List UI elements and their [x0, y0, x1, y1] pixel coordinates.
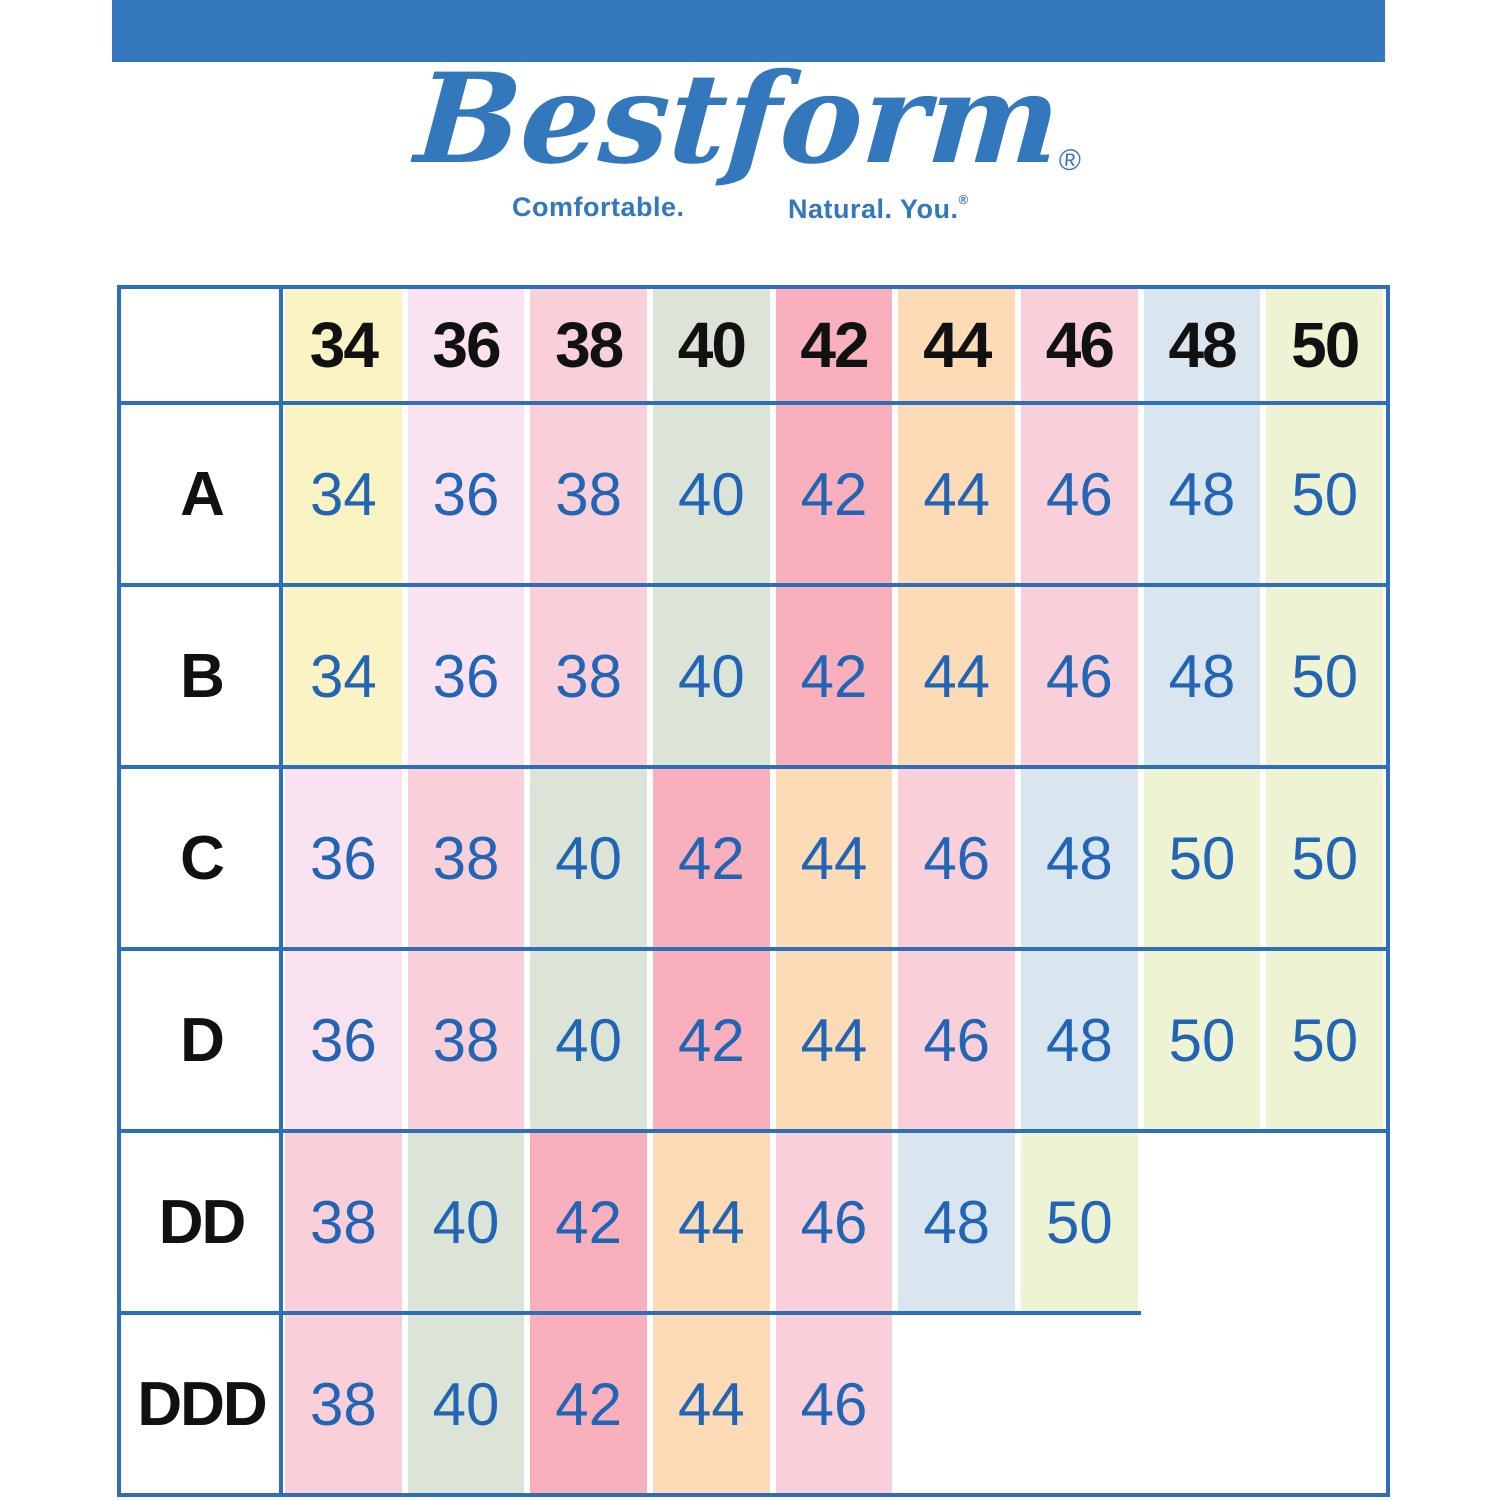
size-cell: 44	[772, 951, 896, 1129]
column-header-cell: 42	[772, 289, 896, 401]
table-row-c: C 36 38 40 42 44 46 48 50 50	[121, 769, 1387, 947]
size-cell: 50	[1140, 951, 1264, 1129]
size-cell: 48	[1140, 405, 1264, 583]
row-divider	[121, 583, 1386, 587]
size-cell: 46	[772, 1133, 896, 1311]
size-cell	[1263, 1315, 1387, 1493]
size-cell: 36	[404, 587, 528, 765]
size-cell: 50	[1263, 405, 1387, 583]
column-header-cell: 48	[1140, 289, 1264, 401]
size-cell: 38	[527, 587, 651, 765]
row-divider-partial	[121, 1311, 1386, 1315]
size-cell: 40	[650, 405, 773, 583]
size-cell: 42	[527, 1133, 651, 1311]
size-cell: 42	[650, 951, 773, 1129]
size-cell: 46	[1018, 405, 1141, 583]
row-divider	[121, 401, 1386, 405]
row-label-c: C	[121, 769, 282, 947]
size-cell	[895, 1315, 1019, 1493]
label-column-divider	[279, 289, 283, 1493]
size-cell: 42	[650, 769, 773, 947]
size-cell: 40	[404, 1133, 528, 1311]
size-cell	[1140, 1133, 1264, 1311]
column-header-cell: 46	[1018, 289, 1141, 401]
size-cell: 40	[650, 587, 773, 765]
size-cell: 38	[527, 405, 651, 583]
size-cell: 44	[895, 405, 1019, 583]
size-cell: 48	[895, 1133, 1019, 1311]
size-cell: 50	[1263, 769, 1387, 947]
brand-color-bar	[112, 0, 1385, 62]
size-cell: 46	[895, 951, 1019, 1129]
size-cell: 42	[527, 1315, 651, 1493]
size-cell: 50	[1018, 1133, 1141, 1311]
size-cell: 44	[650, 1315, 773, 1493]
registered-trademark-icon: ®	[1057, 144, 1083, 177]
size-cell: 50	[1263, 587, 1387, 765]
size-cell	[1018, 1315, 1141, 1493]
size-cell: 50	[1263, 951, 1387, 1129]
size-cell: 36	[404, 405, 528, 583]
table-row-a: A 34 36 38 40 42 44 46 48 50	[121, 405, 1387, 583]
brand-logo: Bestform®	[411, 47, 1088, 192]
table-row-dd: DD 38 40 42 44 46 48 50	[121, 1133, 1387, 1311]
header-row: 34 36 38 40 42 44 46 48 50	[121, 289, 1387, 401]
size-cell: 44	[772, 769, 896, 947]
column-header-cell: 40	[650, 289, 773, 401]
row-divider	[121, 947, 1386, 951]
size-cell: 38	[404, 951, 528, 1129]
size-cell: 40	[527, 951, 651, 1129]
size-cell: 36	[282, 951, 405, 1129]
brand-name: Bestform	[411, 47, 1065, 192]
row-divider	[121, 1129, 1386, 1133]
size-cell: 46	[772, 1315, 896, 1493]
size-cell: 38	[282, 1315, 405, 1493]
size-chart-table: 34 36 38 40 42 44 46 48 50 A 34 36 38 40 42 44 46 48 50 B 34…	[117, 285, 1390, 1497]
size-cell: 42	[772, 405, 896, 583]
size-cell: 40	[404, 1315, 528, 1493]
size-cell: 48	[1140, 587, 1264, 765]
corner-cell	[121, 289, 282, 401]
size-cell: 44	[895, 587, 1019, 765]
table-row-d: D 36 38 40 42 44 46 48 50 50	[121, 951, 1387, 1129]
column-header-cell: 38	[527, 289, 651, 401]
row-label-a: A	[121, 405, 282, 583]
row-label-b: B	[121, 587, 282, 765]
size-cell: 34	[282, 587, 405, 765]
size-cell: 34	[282, 405, 405, 583]
column-header-cell: 36	[404, 289, 528, 401]
tagline-right-text: Natural. You.	[788, 194, 959, 224]
column-header-cell: 44	[895, 289, 1019, 401]
size-cell: 48	[1018, 769, 1141, 947]
logo-area: Bestform® Comfortable. Natural. You.®	[0, 0, 1500, 260]
row-divider	[121, 765, 1386, 769]
size-cell: 42	[772, 587, 896, 765]
row-label-ddd: DDD	[121, 1315, 282, 1493]
column-header-cell: 50	[1263, 289, 1387, 401]
tagline-left: Comfortable.	[512, 192, 685, 222]
size-cell: 38	[404, 769, 528, 947]
row-label-dd: DD	[121, 1133, 282, 1311]
registered-trademark-icon: ®	[958, 192, 969, 207]
size-cell: 46	[1018, 587, 1141, 765]
size-cell	[1140, 1315, 1264, 1493]
size-cell: 48	[1018, 951, 1141, 1129]
size-cell: 46	[895, 769, 1019, 947]
size-cell: 36	[282, 769, 405, 947]
size-cell: 40	[527, 769, 651, 947]
table-row-ddd: DDD 38 40 42 44 46	[121, 1315, 1387, 1493]
size-cell: 38	[282, 1133, 405, 1311]
table-row-b: B 34 36 38 40 42 44 46 48 50	[121, 587, 1387, 765]
column-header-cell: 34	[282, 289, 405, 401]
size-cell: 50	[1140, 769, 1264, 947]
size-cell	[1263, 1133, 1387, 1311]
size-cell: 44	[650, 1133, 773, 1311]
tagline-right: Natural. You.®	[788, 192, 969, 225]
row-label-d: D	[121, 951, 282, 1129]
